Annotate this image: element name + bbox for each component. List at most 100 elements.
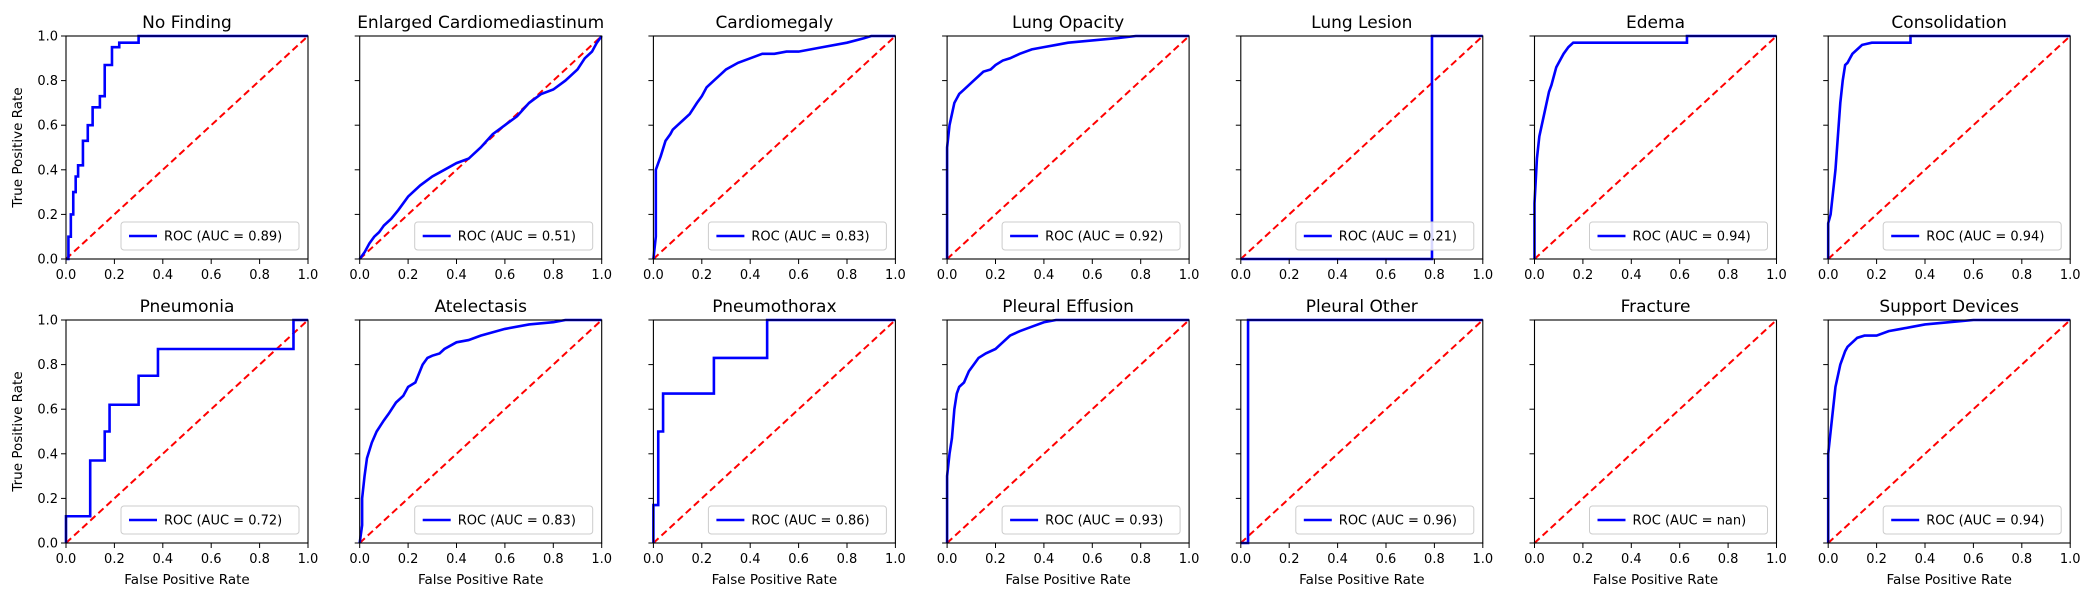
subplot-lung-lesion: Lung Lesion 0.0 0.2 0.4 0.6 0.8 1.0 ROC (AUC = … xyxy=(1230,13,1493,283)
legend-box xyxy=(414,221,594,251)
axes-frame xyxy=(1533,319,1778,544)
x-tick-label: 0.4 xyxy=(1034,268,1055,283)
axes-frame xyxy=(652,319,896,544)
legend-label: ROC (AUC = 0.96) xyxy=(1339,514,1457,529)
x-tick-label: 0.6 xyxy=(788,268,809,283)
legend-label: ROC (AUC = 0.93) xyxy=(1045,514,1163,529)
x-tick-label: 0.4 xyxy=(152,552,173,567)
x-axis-label: False Positive Rate xyxy=(1299,572,1424,588)
x-tick-label: 0.6 xyxy=(495,268,516,283)
x-tick-label: 0.0 xyxy=(1524,268,1545,283)
roc-curve xyxy=(64,318,308,543)
subplot-cardiomegaly: Cardiomegaly 0.0 0.2 0.4 0.6 0.8 1.0 ROC (AUC =… xyxy=(643,13,906,283)
x-tick-label: 0.8 xyxy=(543,552,564,567)
subplot-title: Lung Lesion xyxy=(1311,13,1412,33)
x-tick-label: 0.4 xyxy=(1915,552,1936,567)
y-axis-label: True Positive Rate xyxy=(10,87,26,208)
roc-curve xyxy=(66,34,308,261)
x-tick-label: 0.8 xyxy=(1718,268,1739,283)
axes-frame xyxy=(1533,35,1778,260)
x-axis-label: False Positive Rate xyxy=(712,572,837,588)
x-axis-label: False Positive Rate xyxy=(1005,572,1130,588)
subplot-title: Enlarged Cardiomediastinum xyxy=(357,13,604,33)
subplot-fracture: Fracture 0.0 0.2 0.4 0.6 0.8 1.0 False Positive… xyxy=(1524,297,1787,588)
subplot-title: Support Devices xyxy=(1879,297,2019,317)
y-tick-label: 0.6 xyxy=(37,119,58,134)
legend-label: ROC (AUC = 0.72) xyxy=(164,514,282,529)
x-tick-label: 0.4 xyxy=(1621,552,1642,567)
legend: ROC (AUC = 0.83) xyxy=(414,505,594,535)
subplot-lung-opacity: Lung Opacity 0.0 0.2 0.4 0.6 0.8 1.0 ROC (AUC =… xyxy=(937,13,1200,283)
x-tick-label: 0.4 xyxy=(446,268,467,283)
subplot-enlarged-cardiomediastinum: Enlarged Cardiomediastinum 0.0 0.2 0.4 0.6 0.… xyxy=(349,13,612,283)
x-tick-label: 1.0 xyxy=(591,552,612,567)
legend-box xyxy=(1589,221,1768,251)
subplot-title: No Finding xyxy=(142,13,232,33)
x-tick-label: 0.0 xyxy=(56,268,77,283)
x-tick-label: 0.0 xyxy=(643,268,664,283)
x-tick-label: 1.0 xyxy=(1179,268,1200,283)
x-tick-label: 1.0 xyxy=(885,552,906,567)
x-tick-label: 0.2 xyxy=(104,552,125,567)
subplot-title: Edema xyxy=(1626,13,1685,33)
y-tick-label: 1.0 xyxy=(37,314,58,329)
x-tick-label: 0.0 xyxy=(349,552,370,567)
axes-frame xyxy=(1240,35,1484,260)
x-tick-label: 0.8 xyxy=(1130,552,1151,567)
roc-curve xyxy=(358,318,602,544)
y-tick-label: 0.8 xyxy=(37,358,58,373)
y-tick-label: 0.8 xyxy=(37,74,58,89)
x-tick-label: 0.0 xyxy=(937,552,958,567)
x-tick-label: 0.2 xyxy=(1279,552,1300,567)
x-tick-label: 0.2 xyxy=(398,552,419,567)
x-tick-label: 1.0 xyxy=(2060,552,2081,567)
x-tick-label: 0.8 xyxy=(1718,552,1739,567)
x-tick-label: 0.8 xyxy=(543,268,564,283)
roc-curve xyxy=(945,318,1190,543)
legend-label: ROC (AUC = 0.94) xyxy=(1633,230,1751,245)
roc-curve xyxy=(1826,318,2071,543)
x-tick-label: 0.0 xyxy=(1230,268,1251,283)
x-tick-label: 0.6 xyxy=(1376,268,1397,283)
x-tick-label: 0.4 xyxy=(1915,268,1936,283)
subplot-support-devices: Support Devices 0.0 0.2 0.4 0.6 0.8 1.0 False P… xyxy=(1818,297,2081,588)
x-tick-label: 0.6 xyxy=(1669,552,1690,567)
subplot-title: Pneumothorax xyxy=(712,297,836,317)
legend: ROC (AUC = 0.89) xyxy=(120,221,300,251)
x-tick-label: 1.0 xyxy=(1472,552,1493,567)
x-tick-label: 0.0 xyxy=(1524,552,1545,567)
legend: ROC (AUC = 0.94) xyxy=(1882,505,2062,535)
x-tick-label: 0.6 xyxy=(201,268,222,283)
roc-curve xyxy=(652,34,896,260)
subplot-consolidation: Consolidation 0.0 0.2 0.4 0.6 0.8 1.0 ROC (AUC … xyxy=(1818,13,2081,283)
x-tick-label: 0.0 xyxy=(643,552,664,567)
x-tick-label: 0.8 xyxy=(1424,268,1445,283)
y-tick-label: 0.6 xyxy=(37,403,58,418)
x-tick-label: 0.4 xyxy=(1327,552,1348,567)
legend-box xyxy=(1882,505,2062,535)
axes-frame xyxy=(652,35,896,260)
x-tick-label: 0.8 xyxy=(837,552,858,567)
x-axis-label: False Positive Rate xyxy=(418,572,543,588)
legend: ROC (AUC = 0.86) xyxy=(707,505,887,535)
roc-curve xyxy=(652,318,896,543)
x-tick-label: 0.4 xyxy=(740,268,761,283)
roc-curve xyxy=(358,35,603,260)
legend-label: ROC (AUC = nan) xyxy=(1633,514,1747,529)
legend-label: ROC (AUC = 0.92) xyxy=(1045,230,1163,245)
subplot-pneumonia: Pneumonia 0.0 0.2 0.4 0.6 0.8 1.0 0.0 0.2 0.4 0.6 0… xyxy=(10,297,318,588)
x-tick-label: 0.8 xyxy=(2011,552,2032,567)
x-tick-label: 0.8 xyxy=(837,268,858,283)
x-tick-label: 0.2 xyxy=(691,552,712,567)
legend-box xyxy=(1001,505,1181,535)
x-tick-label: 0.2 xyxy=(985,552,1006,567)
legend-box xyxy=(120,221,300,251)
legend-box xyxy=(414,505,594,535)
legend-label: ROC (AUC = 0.51) xyxy=(458,230,576,245)
legend-box xyxy=(1295,221,1475,251)
legend: ROC (AUC = 0.72) xyxy=(120,505,300,535)
x-tick-label: 0.4 xyxy=(446,552,467,567)
x-tick-label: 0.2 xyxy=(1279,268,1300,283)
legend-box xyxy=(120,505,300,535)
